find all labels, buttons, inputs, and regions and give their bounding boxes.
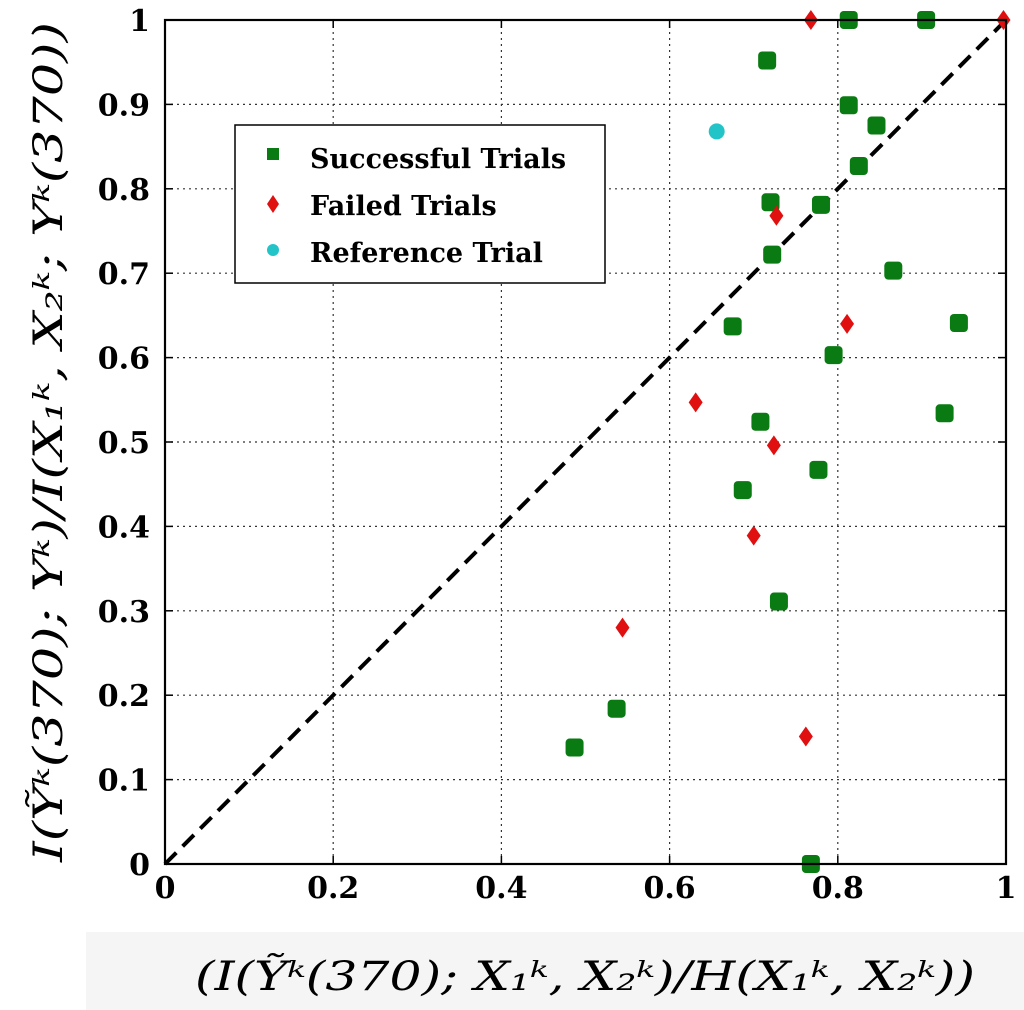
y-tick-label: 0.2 — [98, 679, 150, 714]
legend-marker-reference — [267, 244, 279, 256]
axis-ticks: 0 0.2 0.4 0.6 0.8 1 0 0.1 0.2 0.3 0.4 0.5 0.6 0.7 0.8 0… — [98, 4, 1017, 906]
legend-marker-successful — [267, 148, 279, 160]
failed-trial-point — [840, 313, 855, 334]
x-tick-label: 0.2 — [307, 871, 359, 906]
legend-label-successful: Successful Trials — [310, 144, 566, 175]
y-tick-label: 0.6 — [98, 342, 150, 377]
y-tick-label: 0.5 — [98, 426, 150, 461]
y-tick-label: 0 — [129, 848, 150, 883]
y-tick-label: 0.4 — [98, 510, 150, 545]
successful-trial-point — [761, 193, 780, 212]
x-tick-label: 1 — [996, 871, 1017, 906]
successful-trial-point — [811, 195, 830, 214]
y-tick-label: 0.1 — [98, 764, 150, 799]
x-tick-label: 0.4 — [475, 871, 527, 906]
failed-trial-point — [746, 525, 761, 546]
failed-trial-point — [615, 617, 630, 638]
successful-trial-point — [607, 699, 626, 718]
successful-trial-point — [758, 51, 777, 70]
legend-label-failed: Failed Trials — [310, 191, 497, 222]
successful-trial-point — [809, 460, 828, 479]
successful-trial-point — [723, 317, 742, 336]
successful-trial-point — [839, 96, 858, 115]
successful-trial-point — [935, 404, 954, 423]
successful-trial-point — [565, 738, 584, 757]
failed-trial-point — [769, 205, 784, 226]
y-tick-label: 0.3 — [98, 595, 150, 630]
x-axis-label: (I(Ỹᵏ(370); X₁ᵏ, X₂ᵏ)/H(X₁ᵏ, X₂ᵏ)) — [195, 953, 975, 1000]
failed-trial-point — [766, 435, 781, 456]
successful-trial-point — [769, 592, 788, 611]
successful-trial-point — [763, 245, 782, 264]
y-axis-label: I(Ỹᵏ(370); Yᵏ)/I(X₁ᵏ, X₂ᵏ; Yᵏ(370)) — [25, 22, 72, 863]
y-tick-label: 0.9 — [98, 88, 150, 123]
y-tick-label: 0.7 — [98, 257, 150, 292]
successful-trial-point — [884, 261, 903, 280]
y-tick-label: 0.8 — [98, 173, 150, 208]
failed-trial-point — [798, 726, 813, 747]
successful-trial-point — [824, 346, 843, 365]
x-tick-label: 0.8 — [812, 871, 864, 906]
legend-marker-failed — [267, 195, 279, 213]
xlabel-band — [86, 932, 1024, 1010]
failed-trial-point — [688, 392, 703, 413]
reference-trial-point — [708, 123, 725, 140]
successful-trial-point — [751, 412, 770, 431]
successful-trial-point — [849, 157, 868, 176]
successful-trial-point — [733, 481, 752, 500]
successful-trial-point — [949, 313, 968, 332]
y-tick-label: 1 — [129, 4, 150, 39]
legend: Successful Trials Failed Trials Referenc… — [234, 124, 606, 284]
x-tick-label: 0 — [155, 871, 176, 906]
x-tick-label: 0.6 — [643, 871, 695, 906]
successful-trial-point — [867, 116, 886, 135]
legend-box — [234, 124, 606, 284]
legend-label-reference: Reference Trial — [310, 238, 543, 269]
